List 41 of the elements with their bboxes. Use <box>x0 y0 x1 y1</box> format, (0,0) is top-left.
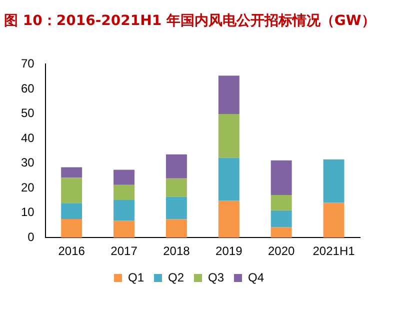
bar <box>323 202 344 238</box>
legend-label: Q4 <box>248 270 264 284</box>
legend-label: Q1 <box>128 270 144 284</box>
y-tick-label: 0 <box>28 230 35 244</box>
x-tick-label: 2020 <box>268 244 296 258</box>
bar <box>218 158 240 201</box>
y-tick-label: 50 <box>20 106 35 120</box>
bar <box>61 203 82 220</box>
bar <box>166 154 187 178</box>
bar <box>114 200 134 221</box>
x-tick-label: 2019 <box>216 244 243 258</box>
bar <box>270 227 292 238</box>
legend-label: Q3 <box>208 270 224 284</box>
bar <box>166 178 187 197</box>
chart-title: 图 10：2016-2021H1 年国内风电公开招标情况（GW） <box>4 12 376 30</box>
y-tick-label: 40 <box>20 130 35 145</box>
y-tick-label: 30 <box>20 156 35 170</box>
bar <box>323 159 344 203</box>
bar <box>218 200 240 238</box>
x-tick-label: 2018 <box>163 244 190 258</box>
x-tick-label: 2016 <box>58 244 86 258</box>
y-tick-label: 60 <box>20 81 35 96</box>
y-tick-label: 10 <box>20 205 35 220</box>
bar <box>270 160 292 195</box>
bar <box>218 76 240 114</box>
bar <box>61 219 82 238</box>
bar <box>61 178 82 204</box>
y-tick-label: 20 <box>20 180 35 194</box>
bar <box>166 196 187 220</box>
bar <box>114 220 134 238</box>
bar <box>270 194 292 210</box>
legend-label: Q2 <box>168 270 184 284</box>
bar <box>114 184 134 200</box>
bar <box>218 114 240 158</box>
bar <box>114 170 134 185</box>
y-tick-label: 70 <box>20 56 35 71</box>
bar <box>166 219 187 238</box>
bar <box>61 167 82 178</box>
x-tick-label: 2017 <box>110 244 138 258</box>
bar <box>270 210 292 228</box>
x-tick-label: 2021H1 <box>312 244 356 258</box>
